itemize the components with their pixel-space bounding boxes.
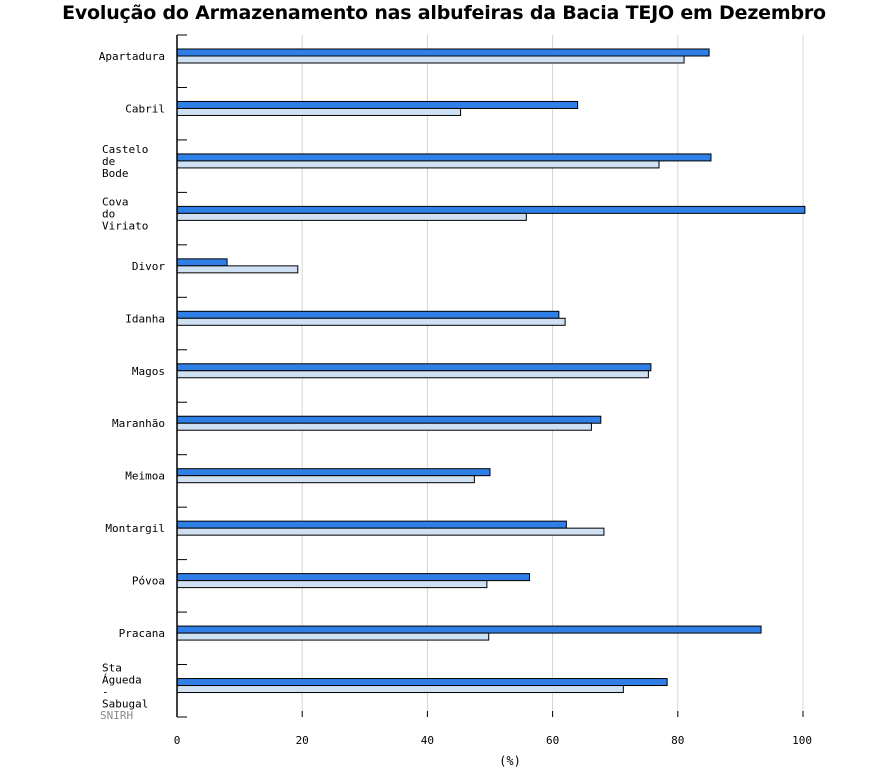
bar-series-1: [176, 678, 668, 687]
bars: [176, 48, 806, 694]
category-label: Magos: [132, 365, 165, 378]
bar-series-1: [176, 468, 491, 477]
bar-series-1: [176, 310, 560, 319]
category-label: Idanha: [125, 312, 165, 325]
category-label: Meimoa: [125, 470, 165, 483]
bar-series-2: [176, 55, 685, 64]
bar-series-2: [176, 317, 566, 326]
bar-series-1: [176, 258, 228, 267]
bar-series-2: [176, 632, 490, 641]
x-tick-label: 80: [671, 734, 684, 747]
watermark: SNIRH: [100, 709, 133, 722]
bar-series-1: [176, 153, 712, 162]
category-label: Pracana: [119, 627, 165, 640]
x-tick-label: 0: [174, 734, 181, 747]
bar-series-1: [176, 573, 530, 582]
axes: [176, 34, 804, 718]
bar-series-1: [176, 363, 652, 372]
x-axis-label: (%): [499, 754, 521, 768]
bar-series-1: [176, 625, 762, 634]
category-label: Sta Águeda -Sabugal: [102, 662, 148, 711]
bar-series-2: [176, 422, 592, 431]
bar-series-1: [176, 100, 579, 109]
bar-series-2: [176, 685, 624, 694]
bar-series-2: [176, 265, 299, 274]
x-tick-label: 20: [296, 734, 309, 747]
x-tick-label: 60: [546, 734, 559, 747]
category-labels: Apartadura Cabril Castelo de Bode Cova do Viria…: [99, 50, 166, 711]
category-label: Divor: [132, 260, 165, 273]
bar-series-1: [176, 415, 602, 424]
x-tick-labels: 0 20 40 60 80 100: [174, 734, 812, 747]
bar-series-2: [176, 107, 462, 116]
bar-series-1: [176, 205, 806, 214]
category-label: Póvoa: [132, 575, 165, 588]
category-label: Maranhão: [112, 417, 165, 430]
bar-series-2: [176, 370, 649, 379]
category-label: Castelo de Bode: [102, 143, 148, 180]
bar-series-2: [176, 527, 605, 536]
bar-series-2: [176, 580, 488, 589]
bar-series-1: [176, 48, 710, 57]
bar-series-2: [176, 475, 475, 484]
category-label: Apartadura: [99, 50, 165, 63]
category-label: Montargil: [105, 522, 165, 535]
bar-series-2: [176, 212, 527, 221]
category-label: Cova do Viriato: [102, 195, 148, 232]
x-tick-label: 100: [792, 734, 812, 747]
chart-title: Evolução do Armazenamento nas albufeiras…: [62, 2, 826, 24]
category-label: Cabril: [125, 102, 165, 115]
bar-series-1: [176, 520, 567, 529]
bar-series-2: [176, 160, 660, 169]
x-tick-label: 40: [421, 734, 434, 747]
